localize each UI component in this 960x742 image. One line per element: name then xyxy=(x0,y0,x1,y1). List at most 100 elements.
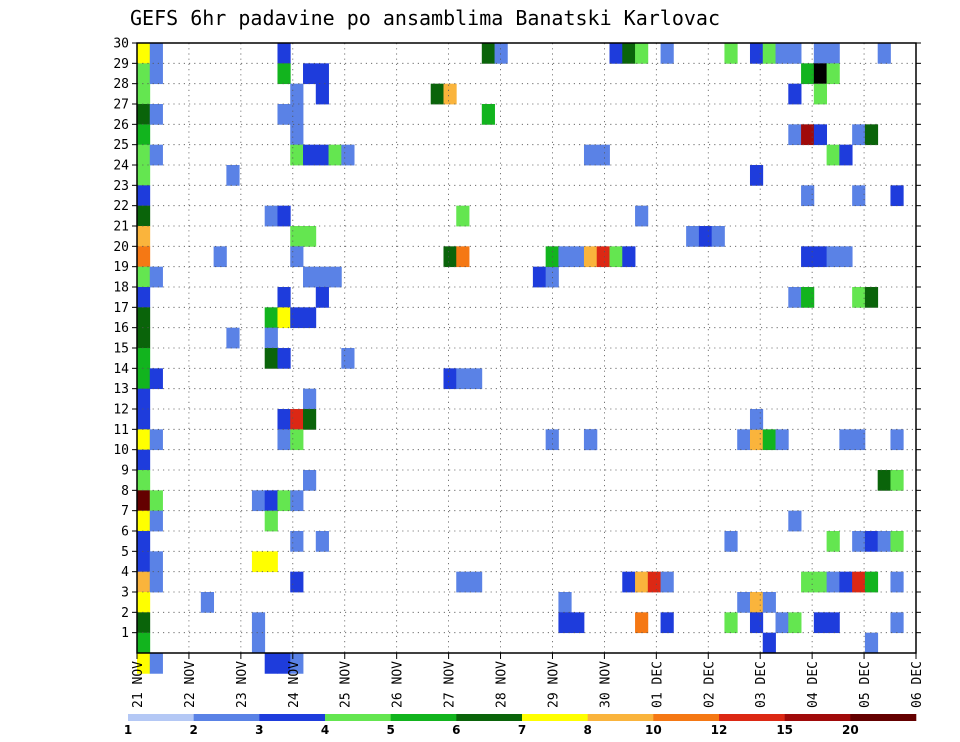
heatmap-cell xyxy=(277,429,291,451)
heatmap-cell xyxy=(864,124,879,146)
heatmap-cell xyxy=(583,144,598,166)
heatmap-cell xyxy=(149,510,163,532)
heatmap-cell xyxy=(558,246,572,268)
heatmap-cell xyxy=(290,307,304,329)
heatmap-cell xyxy=(149,43,163,64)
heatmap-cell xyxy=(571,246,585,268)
legend-label: 1 xyxy=(124,723,132,737)
heatmap-cell xyxy=(315,531,329,552)
heatmap-cell xyxy=(137,510,151,532)
heatmap-cell xyxy=(137,551,151,573)
heatmap-cell xyxy=(762,592,776,613)
y-tick-label: 27 xyxy=(113,98,129,113)
heatmap-cell xyxy=(788,287,802,308)
heatmap-cell xyxy=(341,144,355,166)
heatmap-cell xyxy=(622,571,636,593)
heatmap-cell xyxy=(251,632,266,654)
x-axis: 21 NOV 22 NOV 23 NOV 24 NOV 25 NOV 26 NOV 27 N… xyxy=(131,653,925,708)
heatmap-cell xyxy=(149,653,163,674)
heatmap-cell xyxy=(149,551,163,573)
heatmap-cell xyxy=(494,43,508,64)
legend-swatch xyxy=(325,714,391,721)
heatmap-cell xyxy=(826,571,840,593)
y-tick-label: 18 xyxy=(113,281,129,296)
y-tick-label: 30 xyxy=(113,37,129,52)
y-tick-label: 21 xyxy=(113,220,129,235)
legend-swatch xyxy=(522,714,588,721)
heatmap-cell xyxy=(469,368,483,390)
heatmap-cell xyxy=(137,43,151,64)
heatmap-cell xyxy=(762,429,776,451)
x-tick-label: 30 NOV xyxy=(598,661,613,708)
y-tick-label: 23 xyxy=(113,179,129,194)
heatmap-cell xyxy=(315,266,329,288)
legend-swatch xyxy=(719,714,785,721)
y-axis: 1234567891011121314151617181920212223242… xyxy=(113,37,921,641)
y-tick-label: 25 xyxy=(113,138,129,153)
heatmap-cell xyxy=(456,246,470,268)
heatmap-cell xyxy=(137,490,151,512)
x-tick-label: 25 NOV xyxy=(339,661,354,708)
y-tick-label: 22 xyxy=(113,199,129,214)
heatmap-cell xyxy=(290,531,304,552)
legend-swatch xyxy=(587,714,654,721)
heatmap-cell xyxy=(890,612,904,634)
heatmap-cell xyxy=(137,104,151,125)
x-tick-label: 04 DEC xyxy=(806,661,821,708)
heatmap-cell xyxy=(137,571,151,593)
heatmap-cell xyxy=(813,571,828,593)
heatmap-cell xyxy=(826,43,840,64)
heatmap-cell xyxy=(724,612,738,634)
heatmap-cell xyxy=(251,490,266,512)
x-tick-label: 28 NOV xyxy=(495,661,510,708)
heatmap-cell xyxy=(788,510,802,532)
y-tick-label: 24 xyxy=(113,159,129,174)
heatmap-cell xyxy=(137,470,151,491)
heatmap-cell xyxy=(890,185,904,207)
heatmap-cell xyxy=(264,327,278,349)
y-tick-label: 13 xyxy=(113,382,129,397)
legend-swatch xyxy=(653,714,720,721)
heatmap-cell xyxy=(635,43,649,64)
y-tick-label: 4 xyxy=(121,565,129,580)
heatmap-cell xyxy=(290,490,304,512)
heatmap-cell xyxy=(635,571,649,593)
heatmap-cell xyxy=(277,43,291,64)
heatmap-cell xyxy=(647,571,661,593)
heatmap-cell xyxy=(801,124,815,146)
heatmap-cell xyxy=(149,63,163,85)
heatmap-cell xyxy=(749,592,764,613)
heatmap-cell xyxy=(137,348,151,369)
heatmap-cell xyxy=(456,571,470,593)
heatmap-cell xyxy=(137,144,151,166)
legend-label: 5 xyxy=(386,723,394,737)
heatmap-cell xyxy=(660,43,674,64)
heatmap-cell xyxy=(137,327,151,349)
heatmap-cell xyxy=(609,246,623,268)
heatmap-cell xyxy=(877,43,891,64)
heatmap-cell xyxy=(149,266,163,288)
heatmap-cell xyxy=(877,531,891,552)
heatmap-cell xyxy=(213,246,227,268)
heatmap-cell xyxy=(813,612,828,634)
heatmap-cell xyxy=(749,409,764,430)
heatmap-cell xyxy=(277,409,291,430)
heatmap-cell xyxy=(698,226,713,247)
heatmap-cell xyxy=(852,124,866,146)
heatmap-cell xyxy=(749,612,764,634)
x-tick-label: 03 DEC xyxy=(754,661,769,708)
heatmap-cell xyxy=(264,205,278,227)
heatmap-cell xyxy=(137,531,151,552)
legend-label: 12 xyxy=(711,723,728,737)
heatmap-cell xyxy=(315,63,329,85)
heatmap-cell xyxy=(749,43,764,64)
legend-swatch xyxy=(193,714,260,721)
heatmap-cell xyxy=(226,165,240,186)
heatmap-cell xyxy=(277,348,291,369)
heatmap-cell xyxy=(839,429,853,451)
heatmap-cell xyxy=(137,653,151,674)
heatmap-cell xyxy=(622,43,636,64)
x-tick-label: 21 NOV xyxy=(131,661,146,708)
x-tick-label: 05 DEC xyxy=(858,661,873,708)
